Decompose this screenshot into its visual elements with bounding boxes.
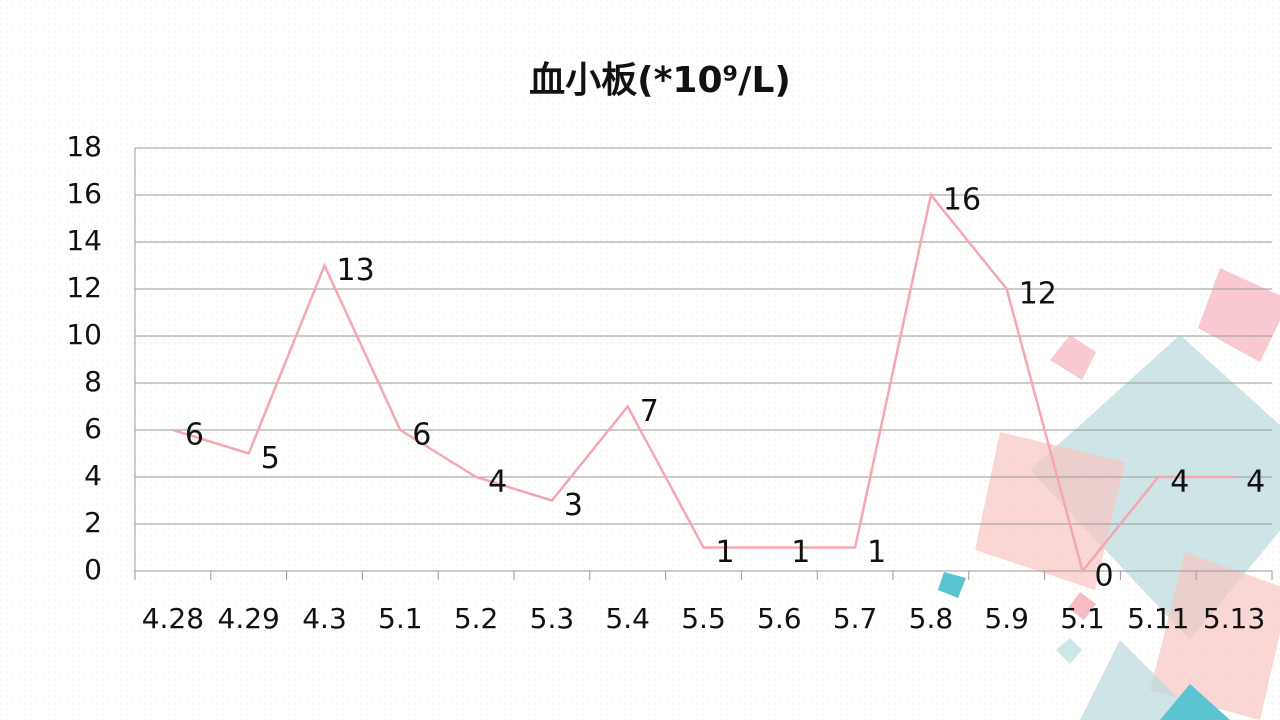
data-label: 12: [1019, 277, 1057, 312]
data-label: 4: [1246, 465, 1265, 500]
x-tick-label: 5.2: [454, 602, 499, 635]
x-tick-label: 5.1: [1060, 602, 1105, 635]
decoration: [938, 268, 1280, 720]
x-tick-label: 4.3: [302, 602, 347, 635]
data-label: 6: [412, 418, 431, 453]
data-label: 5: [261, 441, 280, 476]
y-tick-label: 14: [66, 224, 102, 257]
y-tick-label: 10: [66, 318, 102, 351]
x-tick-label: 5.3: [530, 602, 575, 635]
x-tick-label: 5.5: [681, 602, 726, 635]
y-tick-label: 2: [84, 506, 102, 539]
data-line: [172, 192, 1235, 574]
y-tick-label: 12: [66, 271, 102, 304]
x-tick-label: 4.28: [142, 602, 204, 635]
y-tick-label: 6: [84, 412, 102, 445]
y-tick-label: 18: [66, 130, 102, 163]
data-label: 3: [564, 488, 583, 523]
data-label: 1: [867, 535, 886, 570]
x-tick-label: 5.1: [378, 602, 423, 635]
data-label: 0: [1095, 559, 1114, 594]
y-tick-label: 8: [84, 365, 102, 398]
data-label: 4: [488, 465, 507, 500]
x-tick-label: 5.6: [757, 602, 802, 635]
chart-title: 血小板(*10⁹/L): [529, 60, 791, 101]
x-tick-label: 5.4: [605, 602, 650, 635]
data-label: 1: [791, 535, 810, 570]
y-tick-label: 4: [84, 459, 102, 492]
x-tick-label: 5.11: [1127, 602, 1189, 635]
x-tick-label: 5.9: [984, 602, 1029, 635]
x-tick-label: 5.7: [833, 602, 878, 635]
x-tick-label: 4.29: [218, 602, 280, 635]
data-label: 16: [943, 183, 981, 218]
data-label: 13: [337, 253, 375, 288]
x-tick-label: 5.13: [1203, 602, 1265, 635]
data-label: 7: [640, 394, 659, 429]
y-tick-label: 0: [84, 553, 102, 586]
y-tick-label: 16: [66, 177, 102, 210]
x-tick-label: 5.8: [909, 602, 954, 635]
data-label: 4: [1170, 465, 1189, 500]
data-label: 1: [716, 535, 735, 570]
data-label: 6: [185, 418, 204, 453]
